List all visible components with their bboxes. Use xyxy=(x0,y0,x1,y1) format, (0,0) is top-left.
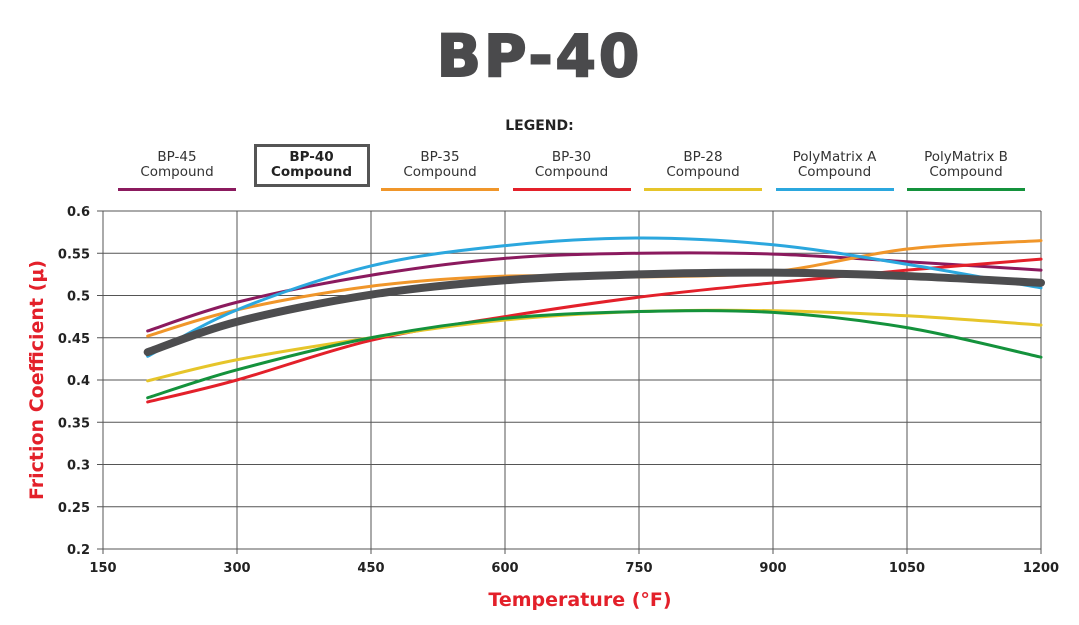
legend-swatch xyxy=(775,188,894,191)
series-line-polymatrix-b xyxy=(146,309,1043,400)
x-tick-label: 750 xyxy=(625,561,652,576)
legend-item-bp-30: BP-30 Compound xyxy=(512,149,631,191)
legend-item-bp-45: BP-45 Compound xyxy=(118,150,236,191)
y-tick-label: 0.25 xyxy=(58,501,90,516)
y-tick-label: 0.3 xyxy=(67,459,90,474)
legend-label: BP-35 xyxy=(420,149,460,165)
legend-swatch xyxy=(644,188,762,191)
y-tick-label: 0.6 xyxy=(67,205,90,220)
legend-swatch xyxy=(907,188,1025,191)
y-tick-label: 0.2 xyxy=(67,543,90,558)
legend-sublabel: Compound xyxy=(666,164,740,180)
y-tick-label: 0.35 xyxy=(58,416,90,431)
x-tick-label: 150 xyxy=(89,561,116,576)
legend-sublabel: Compound xyxy=(534,164,609,180)
legend-swatch xyxy=(118,188,236,191)
y-axis-label: Friction Coefficient (μ) xyxy=(26,260,48,500)
legend-swatch xyxy=(512,188,631,191)
legend-sublabel: Compound xyxy=(797,164,872,180)
x-tick-label: 600 xyxy=(491,561,518,576)
legend-sublabel: Compound xyxy=(270,164,353,180)
legend-item-bp-28: BP-28 Compound xyxy=(644,150,762,191)
legend-swatch xyxy=(381,188,499,191)
legend-label: PolyMatrix B xyxy=(924,149,1008,165)
y-tick-label: 0.55 xyxy=(58,247,90,262)
legend-title: LEGEND: xyxy=(505,118,574,134)
legend-sublabel: Compound xyxy=(403,164,477,180)
series-line-polymatrix-a xyxy=(146,236,1043,358)
legend-item-bp-40: BP-40 Compound xyxy=(253,144,370,187)
x-tick-label: 300 xyxy=(223,561,250,576)
y-tick-label: 0.4 xyxy=(67,374,90,389)
legend-label: BP-40 xyxy=(289,149,334,165)
legend-item-bp-35: BP-35 Compound xyxy=(381,150,499,191)
series-line-bp-40 xyxy=(143,268,1045,357)
x-tick-label: 1200 xyxy=(1023,561,1059,576)
series-line-bp-30 xyxy=(146,257,1043,404)
legend-item-polymatrix-a: PolyMatrix A Compound xyxy=(775,149,894,191)
y-tick-label: 0.45 xyxy=(58,332,90,347)
x-tick-label: 900 xyxy=(759,561,786,576)
legend-label: PolyMatrix A xyxy=(792,149,877,165)
chart-title: BP-40 xyxy=(436,21,643,91)
legend-label: BP-30 xyxy=(551,149,592,165)
legend-item-polymatrix-b: PolyMatrix B Compound xyxy=(907,150,1025,191)
legend-sublabel: Compound xyxy=(929,164,1003,180)
x-tick-label: 1050 xyxy=(889,561,925,576)
legend-label: BP-28 xyxy=(683,149,723,165)
x-axis-label: Temperature (°F) xyxy=(488,589,671,611)
legend-label: BP-45 xyxy=(157,149,197,165)
x-tick-label: 450 xyxy=(357,561,384,576)
legend-sublabel: Compound xyxy=(140,164,214,180)
y-tick-label: 0.5 xyxy=(67,290,90,305)
